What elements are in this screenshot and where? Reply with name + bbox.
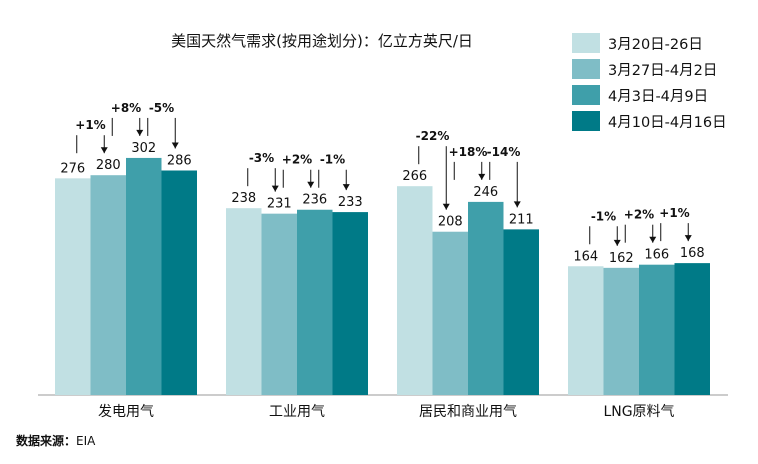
legend-swatch bbox=[572, 33, 600, 53]
category-label: LNG原料气 bbox=[603, 404, 674, 420]
change-label: -1% bbox=[591, 209, 616, 223]
legend-item: 3月27日-4月2日 bbox=[572, 56, 727, 82]
source-value: EIA bbox=[76, 434, 96, 448]
change-label: +18% bbox=[449, 145, 488, 159]
legend-swatch bbox=[572, 59, 600, 79]
data-label: 236 bbox=[302, 193, 327, 208]
change-arrowhead bbox=[513, 201, 521, 208]
bar bbox=[226, 208, 262, 395]
legend-swatch bbox=[572, 111, 600, 131]
change-arrowhead bbox=[478, 173, 486, 180]
bar bbox=[90, 175, 126, 395]
data-label: 164 bbox=[573, 249, 598, 264]
change-arrowhead bbox=[100, 147, 108, 154]
source-note: 数据来源：EIA bbox=[16, 432, 95, 449]
change-label: -1% bbox=[320, 153, 345, 167]
data-label: 286 bbox=[167, 153, 192, 168]
legend-item: 3月20日-26日 bbox=[572, 30, 727, 56]
data-label: 166 bbox=[644, 248, 669, 263]
change-label: -14% bbox=[487, 145, 521, 159]
data-label: 280 bbox=[96, 158, 121, 173]
change-label: -3% bbox=[249, 151, 274, 165]
legend-label: 3月20日-26日 bbox=[608, 36, 703, 53]
change-label: -22% bbox=[416, 129, 450, 143]
change-arrowhead bbox=[271, 185, 279, 192]
legend-label: 3月27日-4月2日 bbox=[608, 62, 718, 79]
data-label: 208 bbox=[438, 215, 463, 230]
category-label: 居民和商业用气 bbox=[419, 404, 517, 420]
change-arrowhead bbox=[442, 203, 450, 210]
legend-label: 4月10日-4月16日 bbox=[608, 114, 727, 131]
bar bbox=[503, 229, 539, 395]
change-label: +1% bbox=[659, 206, 689, 220]
legend-swatch bbox=[572, 85, 600, 105]
legend: 3月20日-26日 3月27日-4月2日 4月3日-4月9日 4月10日-4月16日 bbox=[572, 30, 727, 134]
bar bbox=[568, 266, 604, 395]
category-label: 发电用气 bbox=[98, 404, 154, 420]
bar bbox=[261, 213, 297, 395]
category-label: 工业用气 bbox=[269, 404, 325, 420]
data-label: 211 bbox=[509, 212, 534, 227]
change-label: +2% bbox=[624, 208, 654, 222]
legend-item: 4月10日-4月16日 bbox=[572, 108, 727, 134]
data-label: 162 bbox=[609, 251, 634, 266]
legend-label: 4月3日-4月9日 bbox=[608, 88, 709, 105]
change-arrowhead bbox=[613, 239, 621, 246]
data-label: 302 bbox=[131, 141, 156, 156]
data-label: 233 bbox=[338, 195, 363, 210]
data-label: 168 bbox=[680, 246, 705, 261]
change-label: -5% bbox=[149, 101, 174, 115]
data-label: 266 bbox=[402, 169, 427, 184]
source-label: 数据来源： bbox=[16, 434, 77, 448]
bar bbox=[674, 263, 710, 395]
bar bbox=[639, 264, 675, 395]
bar bbox=[55, 178, 91, 395]
bar bbox=[161, 170, 197, 395]
bar bbox=[468, 201, 504, 395]
change-arrowhead bbox=[136, 129, 144, 136]
bar bbox=[432, 231, 468, 395]
bar bbox=[126, 157, 162, 395]
chart-title: 美国天然气需求(按用途划分)：亿立方英尺/日 bbox=[171, 32, 473, 50]
change-label: +1% bbox=[75, 118, 105, 132]
data-label: 276 bbox=[60, 161, 85, 176]
change-arrowhead bbox=[684, 235, 692, 242]
change-label: +8% bbox=[111, 101, 141, 115]
change-arrowhead bbox=[649, 236, 657, 243]
bar bbox=[297, 209, 333, 395]
change-arrowhead bbox=[342, 184, 350, 191]
change-arrowhead bbox=[171, 142, 179, 149]
bar bbox=[397, 186, 433, 395]
data-label: 231 bbox=[267, 197, 292, 212]
data-label: 238 bbox=[231, 191, 256, 206]
data-label: 246 bbox=[473, 185, 498, 200]
bar bbox=[332, 212, 368, 395]
change-label: +2% bbox=[282, 153, 312, 167]
bars-layer: 276 280 302 286 +1% +8% -5% 发电用气 238 231 236 233 -3%… bbox=[55, 101, 710, 420]
legend-item: 4月3日-4月9日 bbox=[572, 82, 727, 108]
change-arrowhead bbox=[307, 181, 315, 188]
bar bbox=[603, 267, 639, 395]
